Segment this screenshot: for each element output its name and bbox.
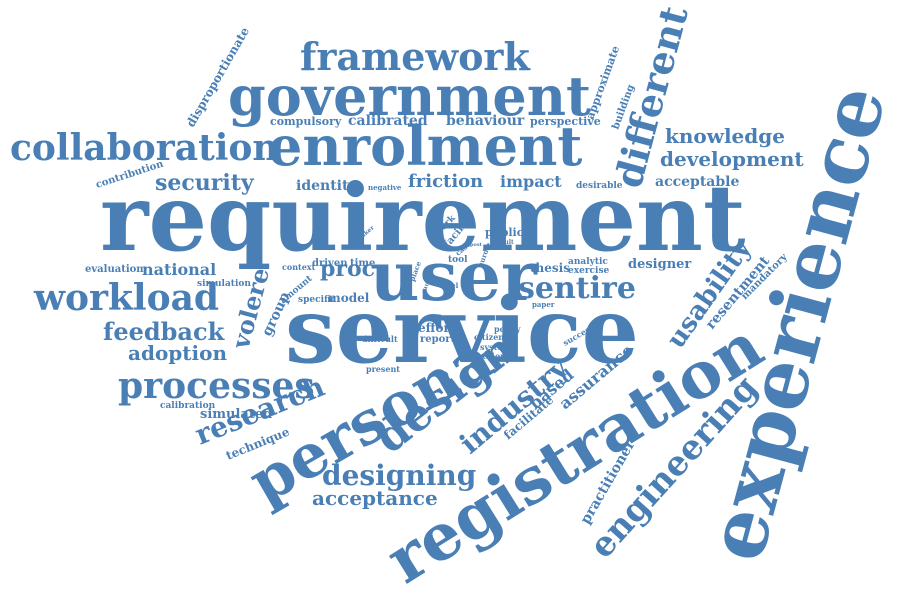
word-calibration: calibration — [160, 401, 216, 411]
word-serious: serious — [478, 351, 511, 361]
word-level: level — [440, 281, 459, 290]
word-designer: designer — [628, 257, 691, 272]
word-user: user — [370, 237, 538, 317]
word-policy: policy — [494, 324, 521, 334]
word-workload: workload — [33, 277, 219, 319]
word-impact: impact — [500, 172, 562, 191]
word-service: service — [285, 278, 639, 384]
word-desirable: desirable — [576, 181, 623, 191]
word-difficult: difficult — [362, 334, 398, 344]
word-tool: tool — [448, 255, 468, 265]
word-exercise: exercise — [568, 266, 610, 276]
word-context: context — [282, 262, 316, 272]
word-negative: negative — [368, 183, 402, 192]
word-public: public — [485, 226, 524, 239]
word-effort: effort — [418, 321, 456, 335]
word-specific: specific — [298, 295, 337, 305]
word-feedback: feedback — [103, 317, 226, 346]
word-collaboration: collaboration — [10, 127, 279, 169]
word-report: report — [420, 334, 456, 345]
word-designing: designing — [322, 459, 476, 492]
word-enrolment: enrolment — [268, 114, 582, 178]
word-identity: identity — [296, 178, 357, 194]
word-system: system — [480, 342, 511, 352]
word-government: government — [228, 64, 591, 128]
word-national: national — [142, 260, 216, 279]
word-thesis: thesis — [530, 261, 570, 275]
word-compulsory: compulsory — [270, 115, 342, 128]
word-model: model — [328, 291, 370, 305]
word-present: present — [366, 364, 400, 374]
word-post: post — [470, 242, 483, 248]
word-requirement: requirement — [100, 164, 746, 272]
word-framework: framework — [300, 34, 530, 79]
word-volere: volere — [226, 265, 276, 353]
word-simulation: simulation — [197, 279, 251, 289]
word-evaluation: evaluation — [85, 264, 144, 275]
word-acceptable: acceptable — [655, 174, 739, 190]
word-result: result — [494, 239, 514, 246]
word-sentire: sentire — [518, 271, 636, 306]
word-processes: processes — [118, 365, 315, 407]
word-simulated: simulated — [200, 407, 272, 422]
word-analytic: analytic — [568, 257, 608, 267]
word-friction: friction — [408, 171, 483, 192]
word-citizen: citizen — [474, 332, 504, 342]
word-perspective: perspective — [530, 115, 601, 128]
word-driven: driven — [312, 258, 348, 269]
word-time: time — [350, 258, 375, 269]
word-behaviour: behaviour — [446, 113, 525, 129]
word-calibrated: calibrated — [348, 113, 428, 129]
word-proc: proc — [320, 256, 375, 282]
word-acceptance: acceptance — [312, 486, 438, 510]
word-security: security — [155, 170, 255, 196]
word-development: development — [660, 147, 804, 171]
word-knowledge: knowledge — [665, 124, 785, 148]
word-adoption: adoption — [128, 341, 227, 365]
word-paper: paper — [532, 300, 555, 309]
